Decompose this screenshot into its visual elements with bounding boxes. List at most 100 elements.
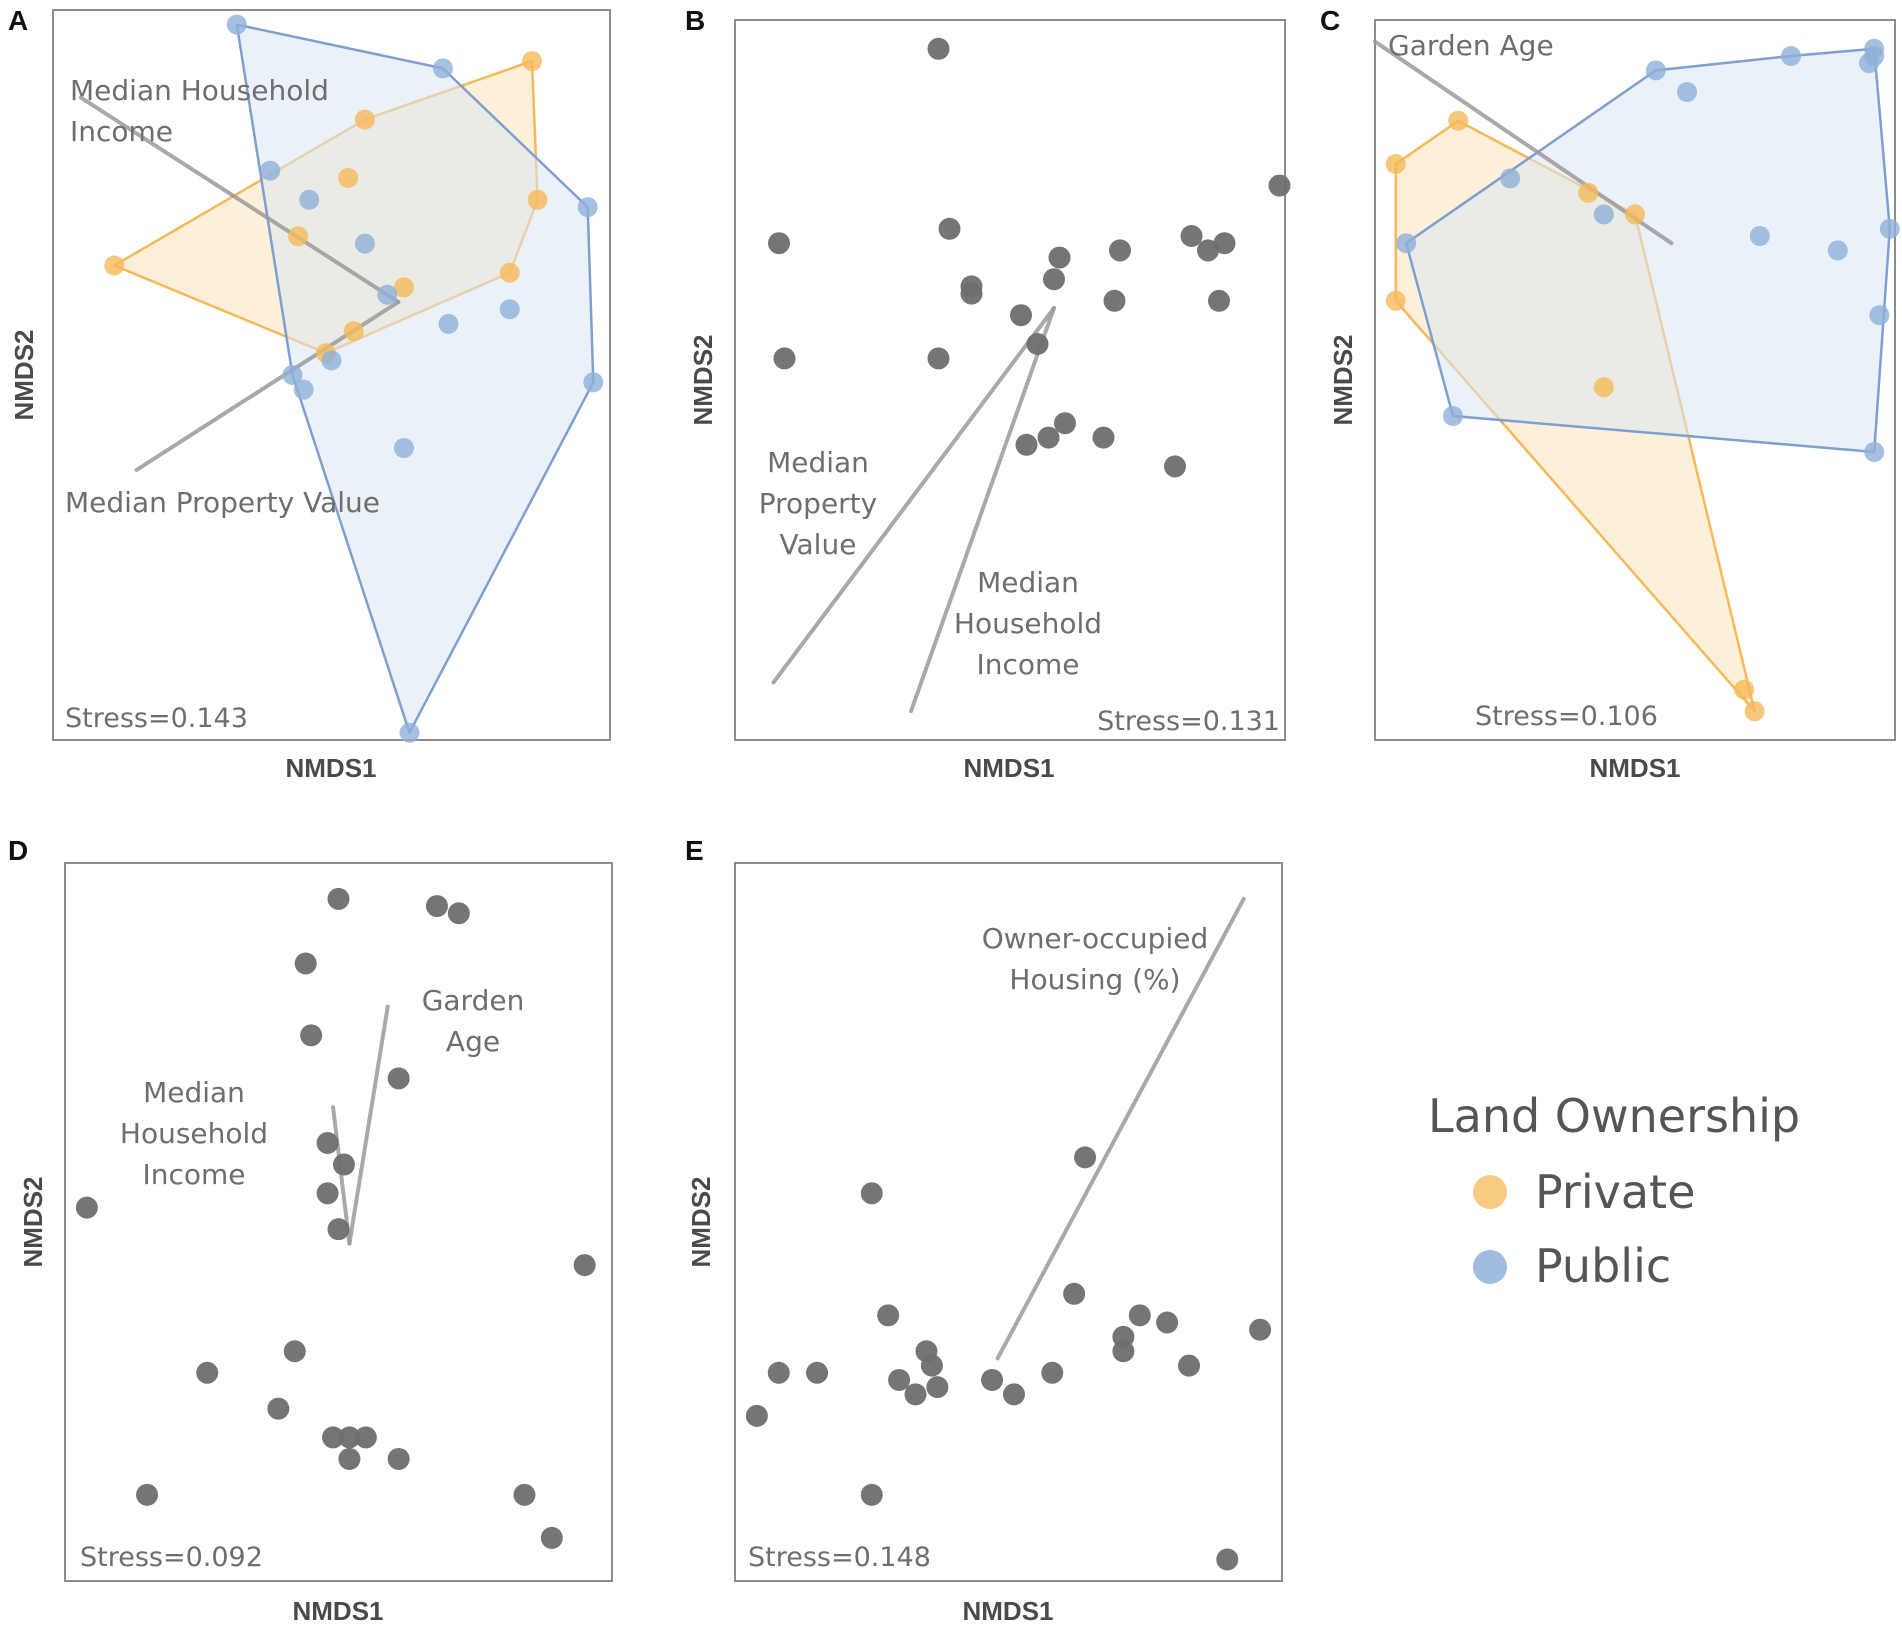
panel-c-point-private-3	[1578, 182, 1599, 203]
panel-b-point-sites-20	[1015, 433, 1038, 456]
panel-d-point-sites-13	[196, 1361, 219, 1384]
panel-c-marks: Garden Age	[1373, 29, 1900, 722]
panel-e-marks: Owner-occupied Housing (%)	[745, 896, 1272, 1571]
panel-a-point-public-14	[260, 160, 281, 181]
panel-a-point-private-9	[354, 109, 375, 130]
legend-swatch-public	[1473, 1250, 1507, 1284]
panel-a-point-private-6	[499, 262, 520, 283]
panel-d-point-sites-9	[327, 1218, 350, 1241]
panel-d-point-sites-19	[387, 1447, 410, 1470]
legend-label-public: Public	[1535, 1239, 1671, 1293]
panel-b-vector-label-1: Median Household Income	[954, 566, 1102, 681]
panel-b-point-sites-0	[927, 37, 950, 60]
panel-a-point-private-4	[338, 167, 359, 188]
panel-e-point-sites-12	[904, 1383, 927, 1406]
panel-b-point-sites-14	[773, 347, 796, 370]
panel-b-point-sites-7	[1109, 239, 1131, 262]
panel-d-point-sites-20	[136, 1483, 159, 1506]
panel-d-point-sites-21	[513, 1483, 536, 1506]
panel-a-point-public-8	[393, 438, 414, 458]
panel-d-point-sites-6	[316, 1132, 339, 1155]
panel-a-vector-label-1: Median Property Value	[65, 486, 380, 519]
panel-e-point-sites-20	[745, 1404, 768, 1427]
panel-e-point-sites-13	[926, 1376, 949, 1399]
panel-c-point-private-4	[1625, 204, 1645, 225]
panel-d-point-sites-11	[573, 1254, 596, 1277]
panel-e-y-axis-title: NMDS2	[686, 1176, 716, 1267]
panel-c-point-public-8	[1864, 442, 1885, 462]
panel-a-point-public-10	[499, 299, 520, 320]
panel-e-vector-label-0: Owner-occupied Housing (%)	[982, 922, 1208, 996]
panel-c-point-private-0	[1385, 154, 1406, 174]
panel-a-point-public-4	[399, 722, 420, 743]
panel-d-marks: Garden Age Median Household Income	[75, 887, 596, 1549]
panel-d-vector-1	[331, 1105, 352, 1246]
panel-a-point-private-0	[104, 255, 125, 276]
panel-c-point-public-9	[1749, 226, 1770, 246]
panel-b-vector-label-0: Median Property Value	[759, 446, 877, 561]
panel-c-hull-public	[1404, 47, 1892, 454]
panel-a-point-public-6	[321, 350, 342, 371]
panel-e-point-sites-4	[1128, 1304, 1151, 1327]
panel-b-point-sites-18	[1054, 412, 1076, 435]
panel-d-point-sites-1	[425, 895, 448, 918]
panel-e-point-sites-15	[1002, 1383, 1025, 1406]
panel-b-point-sites-21	[1092, 426, 1115, 449]
panel-e-point-sites-6	[1156, 1311, 1179, 1334]
panel-c-y-axis-title: NMDS2	[1328, 334, 1358, 425]
panel-e-vector-0	[995, 896, 1246, 1361]
panel-a-point-public-12	[354, 233, 375, 254]
panel-a-point-public-11	[377, 284, 398, 305]
panel-c-letter: C	[1320, 5, 1340, 36]
panel-e-point-sites-17	[1112, 1340, 1135, 1363]
panel-d-vector-label-0: Garden Age	[422, 984, 525, 1058]
panel-c-point-public-1	[1677, 82, 1697, 102]
panel-d-point-sites-5	[387, 1067, 410, 1090]
panel-b-point-sites-4	[960, 282, 983, 305]
panel-a-letter: A	[8, 5, 28, 36]
panel-b-vector-1	[909, 306, 1056, 714]
panel-d-x-axis-title: NMDS1	[292, 1596, 383, 1626]
panel-a-marks: Median Household Income Median Property Va…	[65, 14, 604, 743]
legend-swatch-private	[1473, 1175, 1507, 1209]
panel-a-stress-label: Stress=0.143	[65, 703, 248, 734]
panel-a-y-axis-title: NMDS2	[9, 329, 39, 420]
panel-e-point-sites-8	[915, 1340, 938, 1363]
panel-d-point-sites-10	[75, 1196, 98, 1219]
panel-a-point-private-8	[522, 51, 543, 72]
panel-c-point-public-10	[1827, 240, 1848, 261]
panel-a-point-public-13	[299, 189, 320, 210]
panel-c-point-public-7	[1869, 305, 1890, 326]
panel-d-point-sites-15	[322, 1426, 345, 1449]
panel-c-point-private-1	[1448, 110, 1469, 131]
panel-c-vector-label-0: Garden Age	[1388, 29, 1554, 62]
panel-d-point-sites-14	[267, 1397, 290, 1420]
panel-b-point-sites-12	[1208, 289, 1230, 312]
panel-e-point-sites-19	[1249, 1318, 1272, 1341]
panel-b-point-sites-6	[1043, 268, 1065, 291]
panel-b-y-axis-title: NMDS2	[688, 334, 718, 425]
panel-c-point-private-7	[1744, 701, 1765, 722]
panel-c-point-private-6	[1734, 679, 1755, 700]
panel-b-marks: Median Property Value Median Household Income	[759, 37, 1291, 714]
panel-b-point-sites-1	[768, 232, 790, 255]
panel-c-point-public-12	[1500, 168, 1521, 189]
panel-e-point-sites-22	[1216, 1548, 1239, 1571]
panel-d-point-sites-8	[316, 1182, 339, 1205]
panel-b-point-sites-10	[1197, 239, 1219, 262]
panel-e-point-sites-3	[1063, 1282, 1086, 1305]
panel-e-stress-label: Stress=0.148	[748, 1542, 931, 1573]
panel-b-point-sites-8	[1103, 289, 1126, 312]
panel-b-point-sites-16	[1026, 333, 1049, 355]
panel-a-point-public-0	[226, 14, 247, 35]
panel-a-point-public-3	[583, 372, 604, 393]
panel-b-point-sites-9	[1180, 225, 1203, 247]
panel-b-point-sites-13	[1268, 174, 1291, 197]
panel-c-point-public-11	[1593, 204, 1614, 225]
panel-c-point-public-2	[1781, 46, 1801, 66]
panel-c-point-public-5	[1864, 38, 1885, 59]
panel-b-plot-frame	[734, 19, 1286, 741]
panel-d-point-sites-4	[300, 1024, 323, 1047]
panel-e-point-sites-16	[1041, 1361, 1064, 1384]
